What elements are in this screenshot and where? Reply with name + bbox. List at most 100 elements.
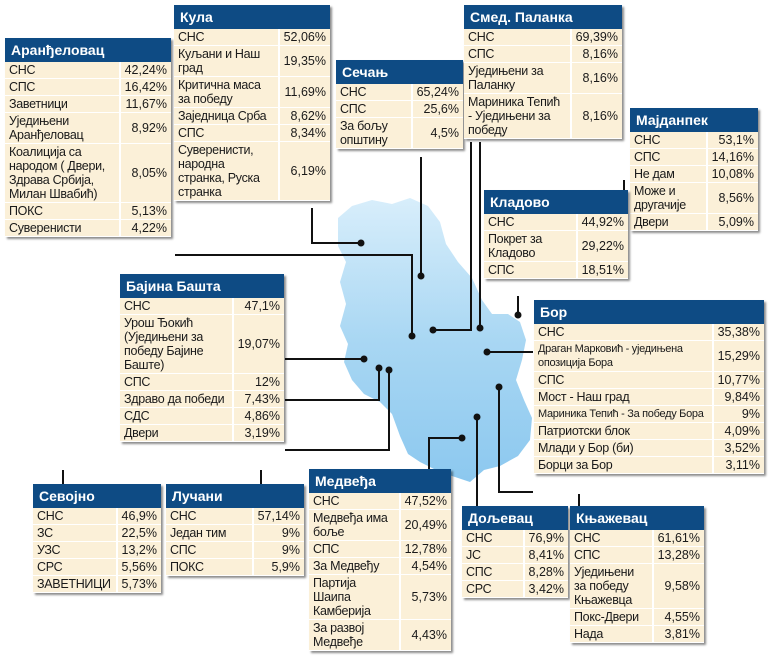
result-row: ЗС 22,5%: [33, 524, 161, 542]
result-row: Заједница Срба 8,62%: [174, 107, 330, 125]
party-name: Покс-Двери: [570, 608, 653, 626]
party-name: СПС: [464, 45, 571, 63]
party-name: Куљани и Наш град: [174, 45, 279, 77]
marker-kladovo: [476, 324, 484, 332]
party-name: СНС: [570, 530, 653, 547]
result-row: ПОКС 5,13%: [5, 202, 171, 220]
party-name: СПС: [534, 371, 713, 389]
party-name: За бољу општину: [336, 117, 412, 149]
party-name: СПС: [336, 100, 412, 118]
result-row: Не дам 10,08%: [630, 165, 758, 183]
party-name: Суверенисти: [5, 219, 120, 237]
result-row: Покс-Двери 4,55%: [570, 608, 704, 626]
vote-percentage: 7,43%: [231, 390, 284, 408]
vote-percentage: 3,81%: [651, 625, 704, 643]
party-name: СНС: [174, 29, 279, 46]
vote-percentage: 8,05%: [118, 143, 171, 203]
party-name: Драган Марковић - уједињена опозиција Бо…: [534, 340, 713, 372]
party-name: Медвеђа има боље: [309, 509, 400, 541]
result-row: СНС 52,06%: [174, 29, 330, 46]
result-row: СРС 5,56%: [33, 558, 161, 576]
vote-percentage: 12,78%: [398, 540, 451, 558]
vote-percentage: 46,9%: [115, 508, 161, 525]
party-name: Мариника Тепић - Уједињени за победу: [464, 93, 571, 139]
party-name: Не дам: [630, 165, 707, 183]
vote-percentage: 35,38%: [711, 324, 764, 341]
party-name: Покрет за Кладово: [484, 230, 577, 262]
result-row: Уједињени Аранђеловац 8,92%: [5, 112, 171, 144]
result-row: СНС 61,61%: [570, 530, 704, 547]
result-row: СНС 76,9%: [462, 530, 568, 547]
vote-percentage: 5,56%: [115, 558, 161, 576]
municipality-name: Књажевац: [570, 506, 704, 530]
result-row: СНС 44,92%: [484, 214, 628, 231]
party-name: ПОКС: [166, 558, 253, 576]
results-table: СНС 44,92% Покрет за Кладово 29,22% СПС 18,51…: [484, 214, 628, 279]
results-box: Кула СНС 52,06% Куљани и Наш град 19,35% Крит…: [174, 5, 330, 201]
marker-lucani: [385, 366, 393, 374]
vote-percentage: 47,52%: [398, 493, 451, 510]
leader-line-bajina-basta-2: [285, 368, 380, 401]
leader-line-bor-2: [498, 387, 533, 493]
party-name: СНС: [309, 493, 400, 510]
results-table: СНС 52,06% Куљани и Наш град 19,35% Критична…: [174, 29, 330, 201]
results-box: Кладово СНС 44,92% Покрет за Кладово 29,22% С…: [484, 190, 628, 279]
location-markers: [357, 239, 522, 442]
vote-percentage: 13,2%: [115, 541, 161, 559]
marker-bajina-basta: [360, 355, 368, 363]
party-name: СНС: [630, 132, 707, 149]
vote-percentage: 5,13%: [118, 202, 171, 220]
vote-percentage: 8,56%: [705, 182, 758, 214]
results-table: СНС 65,24% СПС 25,6% За бољу општину 4,5%: [336, 84, 463, 149]
result-row: Нада 3,81%: [570, 625, 704, 643]
party-name: Здраво да победи: [120, 390, 233, 408]
vote-percentage: 61,61%: [651, 530, 704, 547]
result-row: Суверенисти, народна странка, Руска стра…: [174, 141, 330, 201]
municipality-name: Мајданпек: [630, 108, 758, 132]
vote-percentage: 5,9%: [251, 558, 304, 576]
vote-percentage: 4,43%: [398, 619, 451, 651]
result-row: Мост - Наш град 9,84%: [534, 388, 764, 406]
vote-percentage: 9%: [251, 541, 304, 559]
serbia-territory: [338, 198, 532, 482]
marker-kula: [357, 239, 365, 247]
result-row: СПС 8,28%: [462, 563, 568, 581]
party-name: СПС: [174, 124, 279, 142]
party-name: Критична маса за победу: [174, 76, 279, 108]
vote-percentage: 9%: [251, 524, 304, 542]
party-name: СНС: [534, 324, 713, 341]
result-row: СПС 9%: [166, 541, 304, 559]
vote-percentage: 14,16%: [705, 148, 758, 166]
result-row: За бољу општину 4,5%: [336, 117, 463, 149]
leader-line-kula: [311, 208, 361, 244]
vote-percentage: 20,49%: [398, 509, 451, 541]
result-row: СНС 47,52%: [309, 493, 451, 510]
vote-percentage: 53,1%: [705, 132, 758, 149]
result-row: СНС 47,1%: [120, 298, 284, 315]
party-name: Суверенисти, народна странка, Руска стра…: [174, 141, 279, 201]
party-name: СПС: [166, 541, 253, 559]
marker-bor: [483, 348, 491, 356]
vote-percentage: 19,35%: [277, 45, 330, 77]
party-name: Мариника Тепић - За победу Бора: [534, 405, 713, 423]
result-row: ПОКС 5,9%: [166, 558, 304, 576]
result-row: Партија Шаипа Камберија 5,73%: [309, 574, 451, 620]
marker-medvedja: [458, 434, 466, 442]
party-name: Патриотски блок: [534, 422, 713, 440]
party-name: Двери: [630, 213, 707, 231]
results-box: Књажевац СНС 61,61% СПС 13,28% Уједињени за п…: [570, 506, 704, 643]
results-table: СНС 46,9% ЗС 22,5% УЗС 13,2% СРС 5,56% ЗАВЕТНИЦИ…: [33, 508, 161, 593]
vote-percentage: 9%: [711, 405, 764, 423]
result-row: За развој Медвеђе 4,43%: [309, 619, 451, 651]
result-row: СРС 3,42%: [462, 580, 568, 598]
party-name: Уједињени Аранђеловац: [5, 112, 120, 144]
vote-percentage: 8,16%: [569, 93, 622, 139]
results-box: Бајина Башта СНС 47,1% Урош Ђокић (Уједињен…: [120, 274, 284, 442]
vote-percentage: 8,28%: [522, 563, 568, 581]
party-name: СНС: [462, 530, 524, 547]
municipality-name: Лучани: [166, 484, 304, 508]
municipality-name: Дољевац: [462, 506, 568, 530]
result-row: За Медвеђу 4,54%: [309, 557, 451, 575]
vote-percentage: 4,86%: [231, 407, 284, 425]
result-row: Медвеђа има боље 20,49%: [309, 509, 451, 541]
